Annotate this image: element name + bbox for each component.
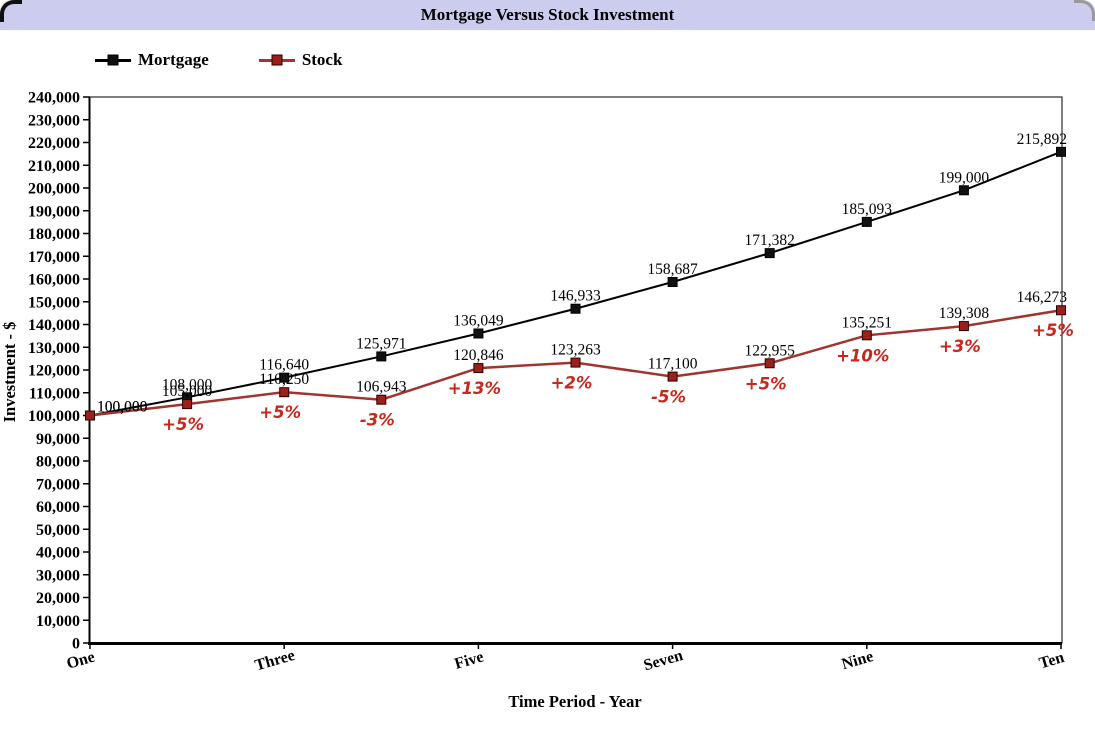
y-tick-label: 100,000 <box>28 408 80 425</box>
pct-change-label: +13% <box>448 379 501 398</box>
y-tick-label: 80,000 <box>36 454 80 471</box>
data-point-marker-mortgage <box>764 248 775 259</box>
data-point-marker-stock <box>958 321 969 332</box>
y-tick-label: 160,000 <box>28 272 80 289</box>
pct-change-label: -3% <box>360 411 395 430</box>
y-tick-label: 130,000 <box>28 340 80 357</box>
chart-title: Mortgage Versus Stock Investment <box>420 5 675 24</box>
y-tick-label: 0 <box>72 636 80 653</box>
x-tick-label: Five <box>453 648 486 672</box>
data-label-mortgage: 100,000 <box>97 399 148 416</box>
x-tick-label: Seven <box>642 647 685 674</box>
stock-line-swatch-icon <box>258 54 295 66</box>
x-tick-label: One <box>65 649 97 673</box>
mortgage-marker-icon <box>107 54 119 66</box>
pct-change-label: +10% <box>836 346 889 365</box>
y-tick-label: 220,000 <box>28 135 80 152</box>
y-tick-label: 60,000 <box>36 499 80 516</box>
x-tick-label: Ten <box>1037 649 1066 672</box>
data-point-marker-stock <box>376 394 387 405</box>
pct-change-label: +5% <box>162 415 204 434</box>
data-label-mortgage: 125,971 <box>356 335 406 352</box>
data-label-mortgage: 199,000 <box>939 169 990 186</box>
data-point-marker-mortgage <box>1056 146 1066 157</box>
y-tick-label: 110,000 <box>29 385 80 402</box>
data-label-stock: 122,955 <box>745 342 796 359</box>
data-label-stock: 146,273 <box>1017 289 1068 306</box>
data-label-mortgage: 146,933 <box>550 288 601 305</box>
y-tick-label: 210,000 <box>28 158 80 175</box>
y-tick-label: 70,000 <box>36 476 80 493</box>
y-tick-label: 190,000 <box>28 203 80 220</box>
x-tick-label: Three <box>253 647 297 675</box>
data-label-mortgage: 136,049 <box>453 312 504 329</box>
data-label-stock: 117,100 <box>648 356 698 373</box>
data-label-stock: 110,250 <box>259 371 309 388</box>
data-point-marker-stock <box>861 330 872 341</box>
data-point-marker-mortgage <box>861 216 872 227</box>
data-point-marker-stock <box>570 357 581 368</box>
data-point-marker-stock <box>1056 305 1066 316</box>
plot-border <box>89 96 1063 644</box>
y-tick-label: 30,000 <box>36 567 80 584</box>
y-axis-title: Investment - $ <box>0 322 19 423</box>
data-label-stock: 120,846 <box>453 347 504 364</box>
data-point-marker-mortgage <box>667 276 678 287</box>
legend-label-stock: Stock <box>301 50 343 69</box>
data-point-marker-stock <box>473 363 484 374</box>
title-bar: Mortgage Versus Stock Investment <box>0 0 1095 30</box>
y-tick-label: 10,000 <box>36 613 80 630</box>
data-label-mortgage: 116,640 <box>259 357 309 374</box>
data-point-marker-stock <box>182 399 193 410</box>
data-label-stock: 100,000 <box>97 399 148 416</box>
data-point-marker-mortgage <box>376 351 387 362</box>
y-tick-label: 50,000 <box>36 522 80 539</box>
y-tick-label: 20,000 <box>36 590 80 607</box>
y-tick-label: 240,000 <box>28 90 80 107</box>
data-label-mortgage: 158,687 <box>647 261 698 278</box>
data-label-stock: 106,943 <box>356 379 407 396</box>
legend-item-mortgage: Mortgage <box>95 50 209 70</box>
y-tick-label: 200,000 <box>28 181 80 198</box>
data-label-mortgage: 108,000 <box>162 376 213 393</box>
data-point-marker-mortgage <box>570 303 581 314</box>
pct-change-label: +5% <box>745 374 787 393</box>
data-point-marker-stock <box>85 410 95 421</box>
stock-marker-icon <box>271 54 283 66</box>
y-tick-label: 230,000 <box>28 112 80 129</box>
pct-change-label: +3% <box>939 337 981 356</box>
x-axis-title: Time Period - Year <box>508 692 641 711</box>
data-point-marker-mortgage <box>279 372 290 383</box>
data-label-stock: 123,263 <box>550 342 601 359</box>
data-label-stock: 105,000 <box>162 383 213 400</box>
data-label-mortgage: 215,892 <box>1017 131 1067 148</box>
y-tick-label: 150,000 <box>28 294 80 311</box>
data-point-marker-mortgage <box>473 328 484 339</box>
mortgage-line-swatch-icon <box>95 54 131 66</box>
legend-item-stock: Stock <box>258 50 343 70</box>
data-point-marker-stock <box>667 371 678 382</box>
y-tick-label: 40,000 <box>36 545 80 562</box>
x-tick-label: Nine <box>840 648 875 673</box>
y-tick-label: 170,000 <box>28 249 80 266</box>
data-label-stock: 139,308 <box>939 305 990 322</box>
y-tick-label: 180,000 <box>28 226 80 243</box>
data-label-mortgage: 171,382 <box>745 232 795 249</box>
pct-change-label: -5% <box>651 388 686 407</box>
data-point-marker-mortgage <box>958 185 969 196</box>
data-point-marker-stock <box>279 387 290 398</box>
legend-label-mortgage: Mortgage <box>138 50 209 69</box>
legend: Mortgage Stock <box>95 50 342 70</box>
y-tick-label: 120,000 <box>28 363 80 380</box>
y-tick-label: 140,000 <box>28 317 80 334</box>
pct-change-label: +2% <box>551 374 593 393</box>
pct-change-label: +5% <box>1032 321 1074 340</box>
data-label-mortgage: 185,093 <box>842 201 893 218</box>
y-tick-label: 90,000 <box>36 431 80 448</box>
data-label-stock: 135,251 <box>842 314 892 331</box>
data-point-marker-stock <box>764 358 775 369</box>
pct-change-label: +5% <box>259 403 301 422</box>
